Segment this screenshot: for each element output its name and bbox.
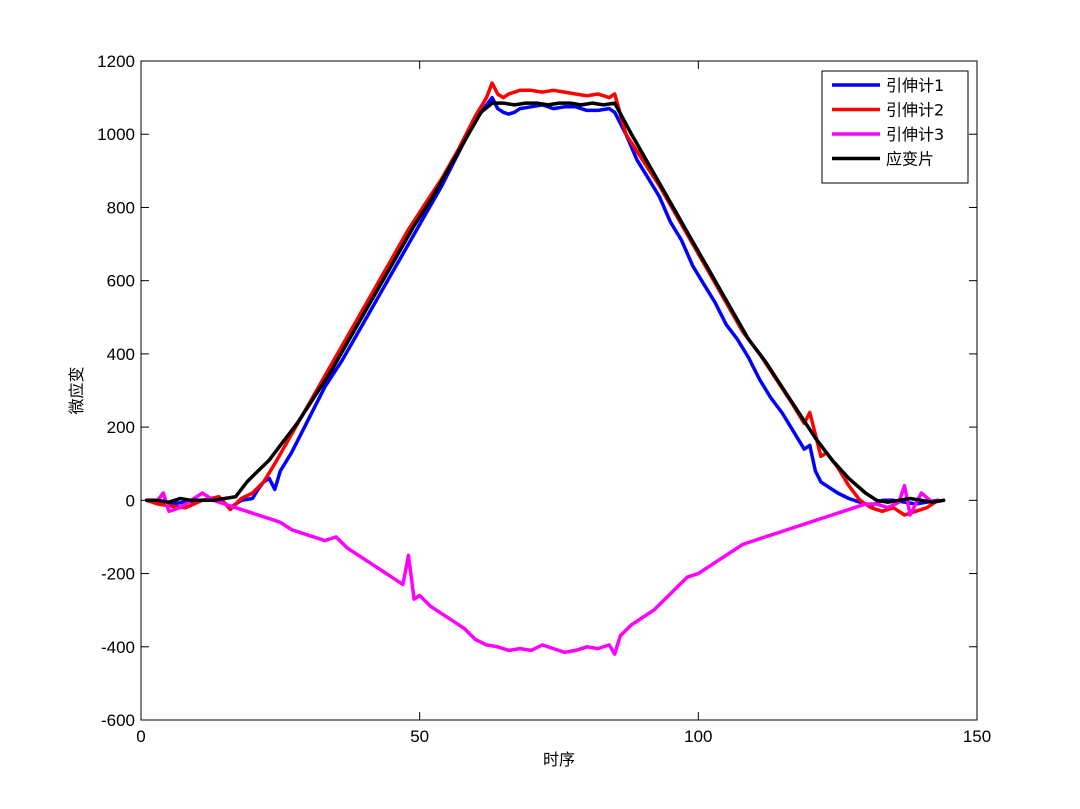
series-line-4 bbox=[144, 101, 946, 504]
y-tick-label: 1000 bbox=[97, 125, 135, 144]
series-layer bbox=[144, 81, 946, 656]
x-tick-label: 100 bbox=[684, 727, 712, 746]
legend-label: 引伸计3 bbox=[886, 125, 944, 144]
y-tick-label: -400 bbox=[101, 638, 135, 657]
x-axis-label: 时序 bbox=[543, 750, 575, 769]
x-tick-label: 0 bbox=[136, 727, 145, 746]
series-line-2 bbox=[144, 81, 940, 517]
y-tick-label: 200 bbox=[107, 418, 135, 437]
y-tick-label: 400 bbox=[107, 345, 135, 364]
legend-label: 引伸计1 bbox=[886, 76, 944, 95]
legend-box bbox=[821, 70, 969, 184]
y-tick-label: -600 bbox=[101, 711, 135, 730]
x-tick-label: 50 bbox=[410, 727, 429, 746]
series-line-1 bbox=[144, 95, 940, 510]
y-tick-label: -200 bbox=[101, 565, 135, 584]
y-tick-label: 600 bbox=[107, 272, 135, 291]
legend-label: 应变片 bbox=[886, 150, 934, 169]
series-line-3 bbox=[144, 483, 946, 656]
y-tick-label: 0 bbox=[126, 491, 135, 510]
y-axis-label: 微应变 bbox=[67, 366, 86, 414]
x-tick-label: 150 bbox=[963, 727, 991, 746]
legend-label: 引伸计2 bbox=[886, 101, 944, 120]
axes: 0 50 100 150 -600 -400 -200 0 200 400 600 800 1000 12… bbox=[97, 52, 991, 746]
y-tick-label: 1200 bbox=[97, 52, 135, 71]
legend: 引伸计1 引伸计2 引伸计3 应变片 bbox=[821, 70, 969, 184]
axes-box bbox=[140, 60, 978, 721]
y-tick-label: 800 bbox=[107, 198, 135, 217]
